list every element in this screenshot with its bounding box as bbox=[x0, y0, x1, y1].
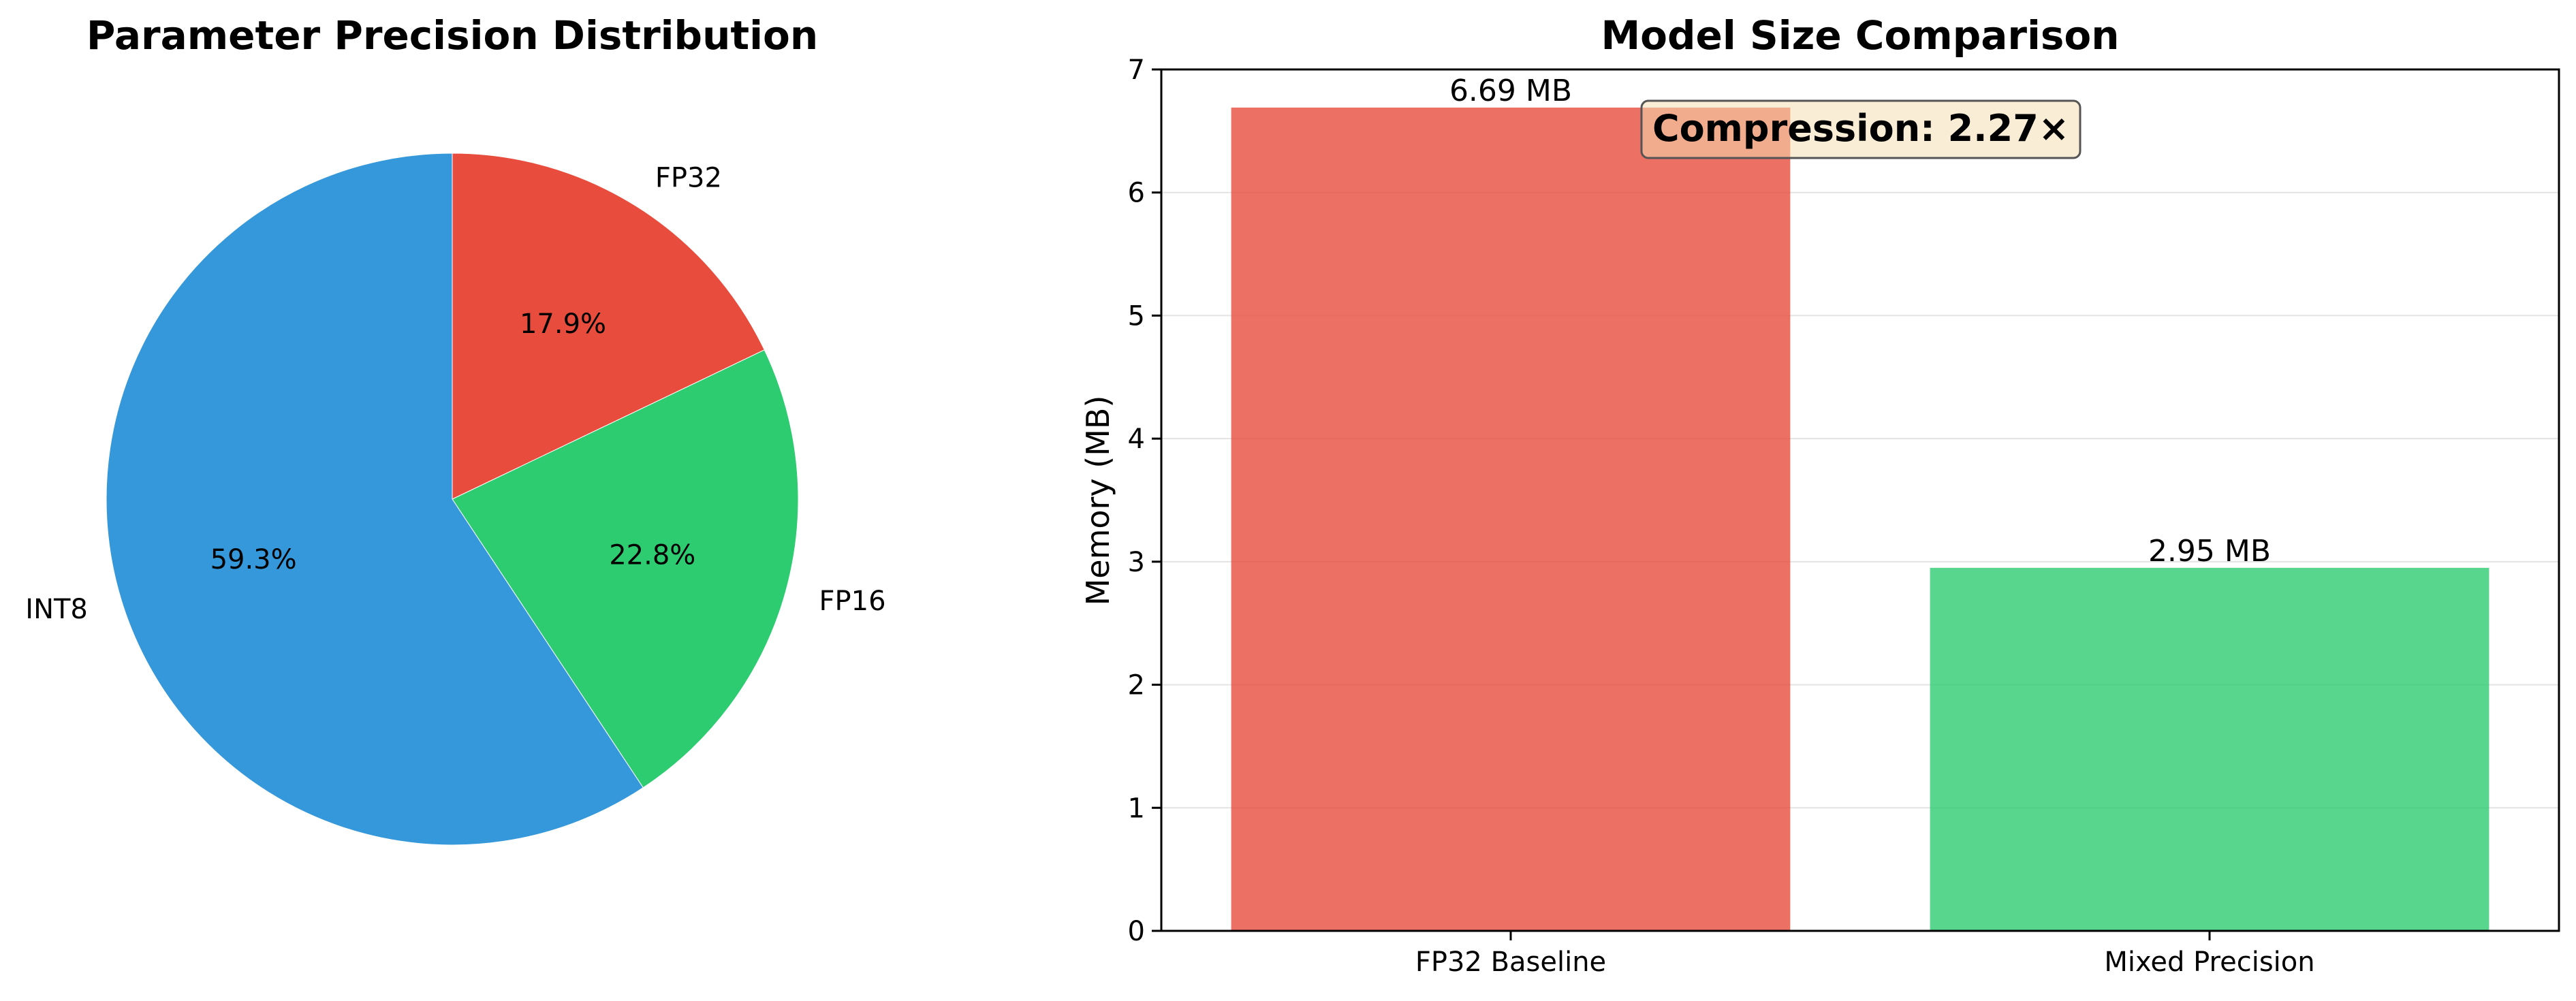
bar-plot-frame bbox=[1160, 68, 2560, 932]
bar-chart-panel: Model Size Comparison 0 1 2 3 4 5 6 7 FP32 Base… bbox=[1080, 12, 2560, 978]
bar-y-tick-label: 6 bbox=[1128, 178, 1145, 209]
bar-y-tick-label: 1 bbox=[1128, 793, 1145, 824]
pie-pct-label-fp32: 17.9% bbox=[520, 308, 606, 340]
bar-chart-title: Model Size Comparison bbox=[1601, 12, 2119, 59]
bar-y-tick-label: 7 bbox=[1128, 54, 1145, 86]
pie-category-label-fp32: FP32 bbox=[655, 162, 722, 193]
bar-bars bbox=[1231, 108, 2489, 931]
pie-chart-title: Parameter Precision Distribution bbox=[87, 12, 818, 59]
pie-category-label-fp16: FP16 bbox=[819, 586, 886, 617]
bar-y-tick-label: 2 bbox=[1128, 670, 1145, 701]
bar-y-ticks: 0 1 2 3 4 5 6 7 bbox=[1128, 54, 1161, 947]
pie-category-label-int8: INT8 bbox=[25, 594, 88, 625]
bar-x-tick-label: FP32 Baseline bbox=[1415, 947, 1606, 978]
compression-annotation: Compression: 2.27× bbox=[1640, 99, 2082, 159]
pie-slices bbox=[106, 153, 799, 846]
pie-slice-int8 bbox=[106, 153, 644, 846]
pie-slice-fp32 bbox=[452, 153, 765, 500]
bar-y-tick-label: 4 bbox=[1128, 424, 1145, 455]
pie-pct-label-fp16: 22.8% bbox=[609, 539, 695, 571]
bar-y-axis-label: Memory (MB) bbox=[1080, 396, 1116, 606]
bar-y-tick-label: 5 bbox=[1128, 300, 1145, 332]
bar-y-tick-label: 3 bbox=[1128, 547, 1145, 578]
bar-x-ticks: FP32 Baseline Mixed Precision bbox=[1415, 931, 2315, 978]
bar-value-labels: 6.69 MB 2.95 MB bbox=[1449, 74, 2271, 569]
bar-y-tick-label: 0 bbox=[1128, 916, 1145, 947]
pie-slice-fp16 bbox=[452, 349, 799, 789]
compression-annotation-text: Compression: 2.27× bbox=[1652, 107, 2069, 150]
pie-chart-panel: Parameter Precision Distribution 17.9% FP… bbox=[25, 12, 886, 846]
bar-mixed-precision bbox=[1930, 567, 2489, 931]
pie-labels: 17.9% FP32 22.8% FP16 59.3% INT8 bbox=[25, 162, 885, 625]
bar-value-label: 6.69 MB bbox=[1449, 74, 1572, 108]
compression-annotation-box bbox=[1640, 99, 2082, 159]
bar-x-tick-label: Mixed Precision bbox=[2104, 947, 2314, 978]
bar-value-label: 2.95 MB bbox=[2148, 534, 2271, 569]
bar-fp32-baseline bbox=[1231, 108, 1791, 931]
pie-pct-label-int8: 59.3% bbox=[210, 544, 297, 575]
